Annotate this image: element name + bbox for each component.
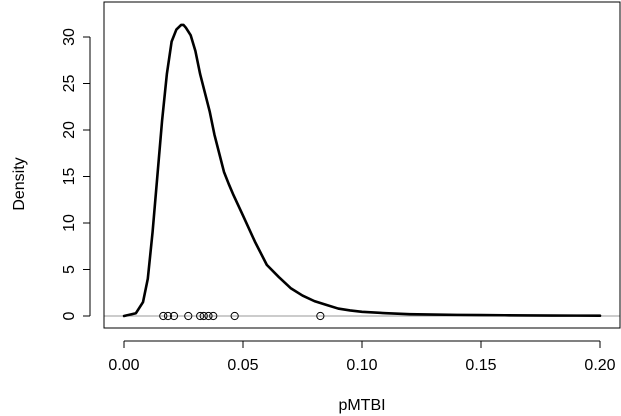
data-point-5 xyxy=(199,311,208,321)
y-axis-title: Density xyxy=(11,157,28,210)
y-tick-label-6: 30 xyxy=(61,28,78,46)
data-point-6 xyxy=(204,311,213,321)
x-tick-label-1: 0.05 xyxy=(227,357,258,374)
y-tick-label-0: 0 xyxy=(61,311,78,320)
y-tick-label-3: 15 xyxy=(61,168,78,186)
density-curve-0 xyxy=(122,23,602,318)
data-point-8 xyxy=(230,311,239,321)
x-tick-label-4: 0.20 xyxy=(584,357,615,374)
data-point-2 xyxy=(169,311,179,321)
data-point-0 xyxy=(159,311,168,321)
axes: 0.00 0.05 0.10 0.15 0.20 0 5 10 15 20 25 30 xyxy=(61,1,621,374)
data-point-1 xyxy=(163,311,173,321)
data-point-4 xyxy=(196,311,205,321)
data-point-3 xyxy=(184,311,193,321)
y-tick-label-2: 10 xyxy=(61,214,78,232)
y-tick-label-5: 25 xyxy=(61,75,78,93)
x-axis-title: pMTBI xyxy=(338,397,385,414)
y-tick-label-1: 5 xyxy=(61,265,78,274)
y-tick-label-4: 20 xyxy=(61,121,78,139)
plot-area xyxy=(104,23,620,321)
x-tick-label-3: 0.15 xyxy=(465,357,496,374)
data-point-9 xyxy=(316,311,325,321)
x-tick-label-2: 0.10 xyxy=(346,357,377,374)
data-point-7 xyxy=(209,311,218,321)
plot-frame xyxy=(103,1,621,329)
x-tick-label-0: 0.00 xyxy=(108,357,139,374)
